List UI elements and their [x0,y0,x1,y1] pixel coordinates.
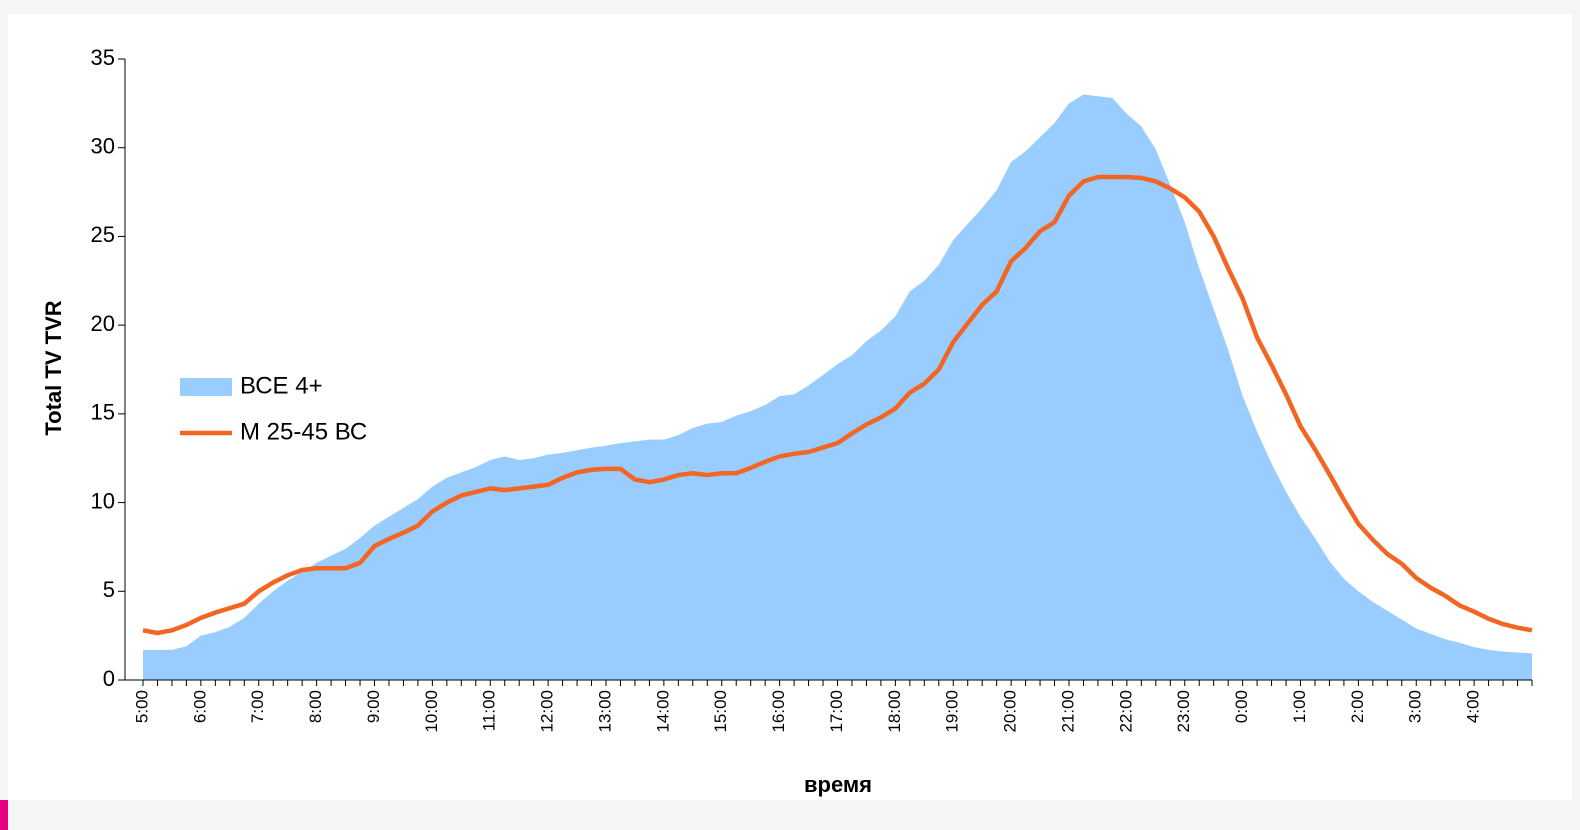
x-tick-label: 7:00 [248,690,267,723]
x-tick-label: 12:00 [538,690,557,733]
y-tick-label: 0 [103,666,115,691]
y-axis-title: Total TV TVR [41,300,66,435]
x-tick-label: 23:00 [1174,690,1193,733]
x-tick-label: 20:00 [1001,690,1020,733]
x-tick-label: 16:00 [769,690,788,733]
x-tick-label: 6:00 [190,690,209,723]
x-tick-label: 17:00 [827,690,846,733]
x-tick-label: 9:00 [364,690,383,723]
x-tick-label: 19:00 [943,690,962,733]
x-tick-label: 10:00 [422,690,441,733]
legend-swatch [180,378,232,396]
x-tick-label: 18:00 [885,690,904,733]
y-tick-label: 5 [103,577,115,602]
y-tick-label: 10 [91,488,115,513]
x-tick-label: 5:00 [132,690,151,723]
x-axis-title: время [804,772,872,797]
x-tick-label: 13:00 [595,690,614,733]
x-tick-label: 0:00 [1232,690,1251,723]
x-tick-label: 14:00 [653,690,672,733]
x-tick-label: 3:00 [1406,690,1425,723]
x-tick-label: 2:00 [1348,690,1367,723]
accent-bar [0,800,8,830]
y-tick-label: 25 [91,222,115,247]
y-tick-label: 35 [91,45,115,70]
x-tick-label: 1:00 [1290,690,1309,723]
x-tick-label: 8:00 [306,690,325,723]
area [143,94,1532,680]
x-tick-label: 11:00 [480,690,499,731]
y-tick-label: 20 [91,311,115,336]
x-tick-label: 15:00 [711,690,730,733]
legend-label: М 25-45 ВС [240,418,367,445]
legend-label: ВСЕ 4+ [240,372,323,399]
x-tick-label: 22:00 [1116,690,1135,733]
x-tick-label: 4:00 [1464,690,1483,723]
line [142,174,1533,636]
y-tick-label: 15 [91,400,115,425]
y-tick-label: 30 [91,134,115,159]
x-tick-label: 21:00 [1058,690,1077,733]
